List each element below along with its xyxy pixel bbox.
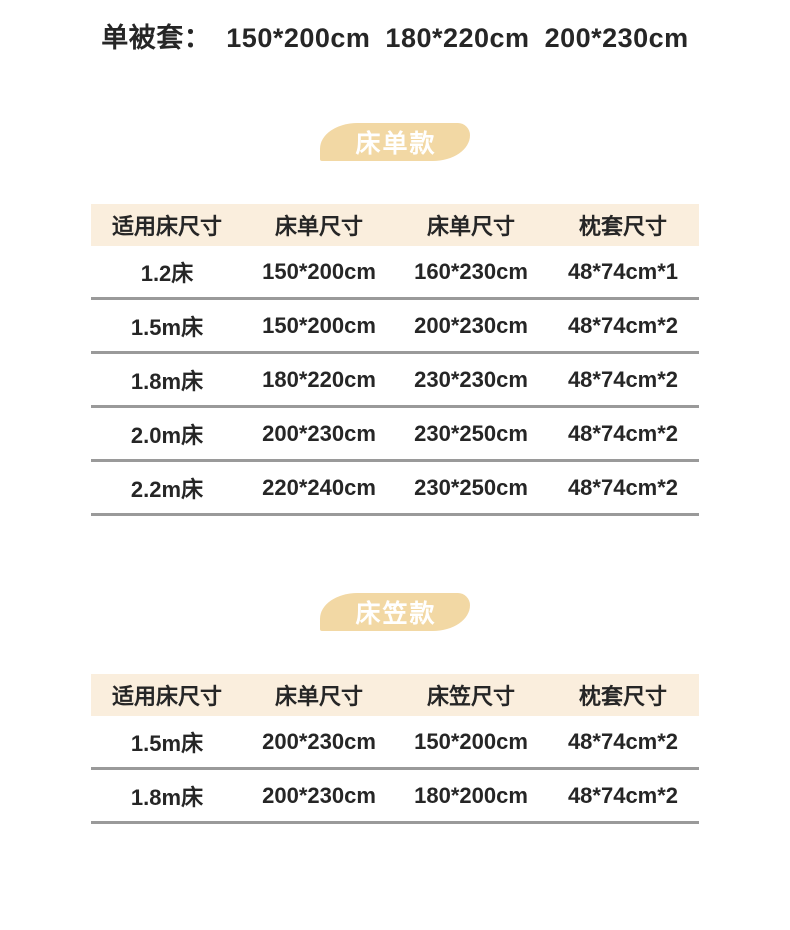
duvet-size: 150*200cm [226,23,371,53]
table-cell: 2.2m床 [130,476,204,502]
table-cell: 1.2床 [140,260,194,286]
table-cell: 180*200cm [414,782,528,808]
table-header-row: 适用床尺寸 床单尺寸 床笠尺寸 枕套尺寸 [91,674,699,716]
table-cell: 48*74cm*2 [567,312,679,338]
table-cell: 150*200cm [262,258,376,284]
badge-label: 床笠款 [355,600,437,628]
fitted-sheet-size-table: 适用床尺寸 床单尺寸 床笠尺寸 枕套尺寸 1.5m床 200*230cm 150*200c… [91,674,699,824]
bed-sheet-badge: 床单款 [320,123,470,161]
header-cell: 枕套尺寸 [578,214,667,239]
table-cell: 180*220cm [262,366,376,392]
table-cell: 1.5m床 [130,314,204,340]
section-fitted-sheet: 床笠款 适用床尺寸 床单尺寸 床笠尺寸 枕套尺寸 1.5m床 200*230cm 150*… [0,593,790,824]
table-cell: 200*230cm [262,782,376,808]
table-cell: 48*74cm*2 [567,420,679,446]
table-cell: 2.0m床 [130,422,204,448]
badge-label: 床单款 [355,130,437,158]
table-row: 2.0m床 200*230cm 230*250cm 48*74cm*2 [91,408,699,462]
table-cell: 220*240cm [262,474,376,500]
table-cell: 48*74cm*2 [567,728,679,754]
table-row: 1.8m床 180*220cm 230*230cm 48*74cm*2 [91,354,699,408]
header-cell: 床笠尺寸 [426,684,515,709]
duvet-size: 200*230cm [544,23,689,53]
table-cell: 150*200cm [414,728,528,754]
bed-sheet-size-table: 适用床尺寸 床单尺寸 床单尺寸 枕套尺寸 1.2床 150*200cm 160*230cm… [91,204,699,516]
header-cell: 床单尺寸 [426,214,515,239]
header-cell: 床单尺寸 [274,684,363,709]
table-row: 1.5m床 150*200cm 200*230cm 48*74cm*2 [91,300,699,354]
table-row: 1.5m床 200*230cm 150*200cm 48*74cm*2 [91,716,699,770]
table-cell: 160*230cm [414,258,528,284]
size-chart-page: 单被套： 150*200cm 180*220cm 200*230cm 床单款 适用床尺… [0,20,790,824]
duvet-size: 180*220cm [385,23,530,53]
table-row: 1.2床 150*200cm 160*230cm 48*74cm*1 [91,246,699,300]
table-row: 1.8m床 200*230cm 180*200cm 48*74cm*2 [91,770,699,824]
table-body: 1.2床 150*200cm 160*230cm 48*74cm*1 1.5m床 150*… [91,246,699,516]
duvet-cover-label: 单被套： [101,23,212,53]
table-cell: 200*230cm [262,420,376,446]
table-cell: 48*74cm*2 [567,782,679,808]
table-body: 1.5m床 200*230cm 150*200cm 48*74cm*2 1.8m床 200… [91,716,699,824]
table-cell: 1.5m床 [130,730,204,756]
table-cell: 48*74cm*1 [567,258,679,284]
table-cell: 230*250cm [414,474,528,500]
header-cell: 床单尺寸 [274,214,363,239]
page-title: 单被套： 150*200cm 180*220cm 200*230cm [0,20,790,56]
table-header-row: 适用床尺寸 床单尺寸 床单尺寸 枕套尺寸 [91,204,699,246]
table-cell: 1.8m床 [130,784,204,810]
table-cell: 150*200cm [262,312,376,338]
table-cell: 200*230cm [414,312,528,338]
table-cell: 200*230cm [262,728,376,754]
header-cell: 枕套尺寸 [578,684,667,709]
table-cell: 230*250cm [414,420,528,446]
table-row: 2.2m床 220*240cm 230*250cm 48*74cm*2 [91,462,699,516]
fitted-sheet-badge: 床笠款 [320,593,470,631]
header-cell: 适用床尺寸 [111,684,222,709]
table-cell: 48*74cm*2 [567,474,679,500]
table-cell: 1.8m床 [130,368,204,394]
header-cell: 适用床尺寸 [111,214,222,239]
table-cell: 230*230cm [414,366,528,392]
section-bed-sheet: 床单款 适用床尺寸 床单尺寸 床单尺寸 枕套尺寸 1.2床 150*200cm 160*2… [0,123,790,516]
table-cell: 48*74cm*2 [567,366,679,392]
